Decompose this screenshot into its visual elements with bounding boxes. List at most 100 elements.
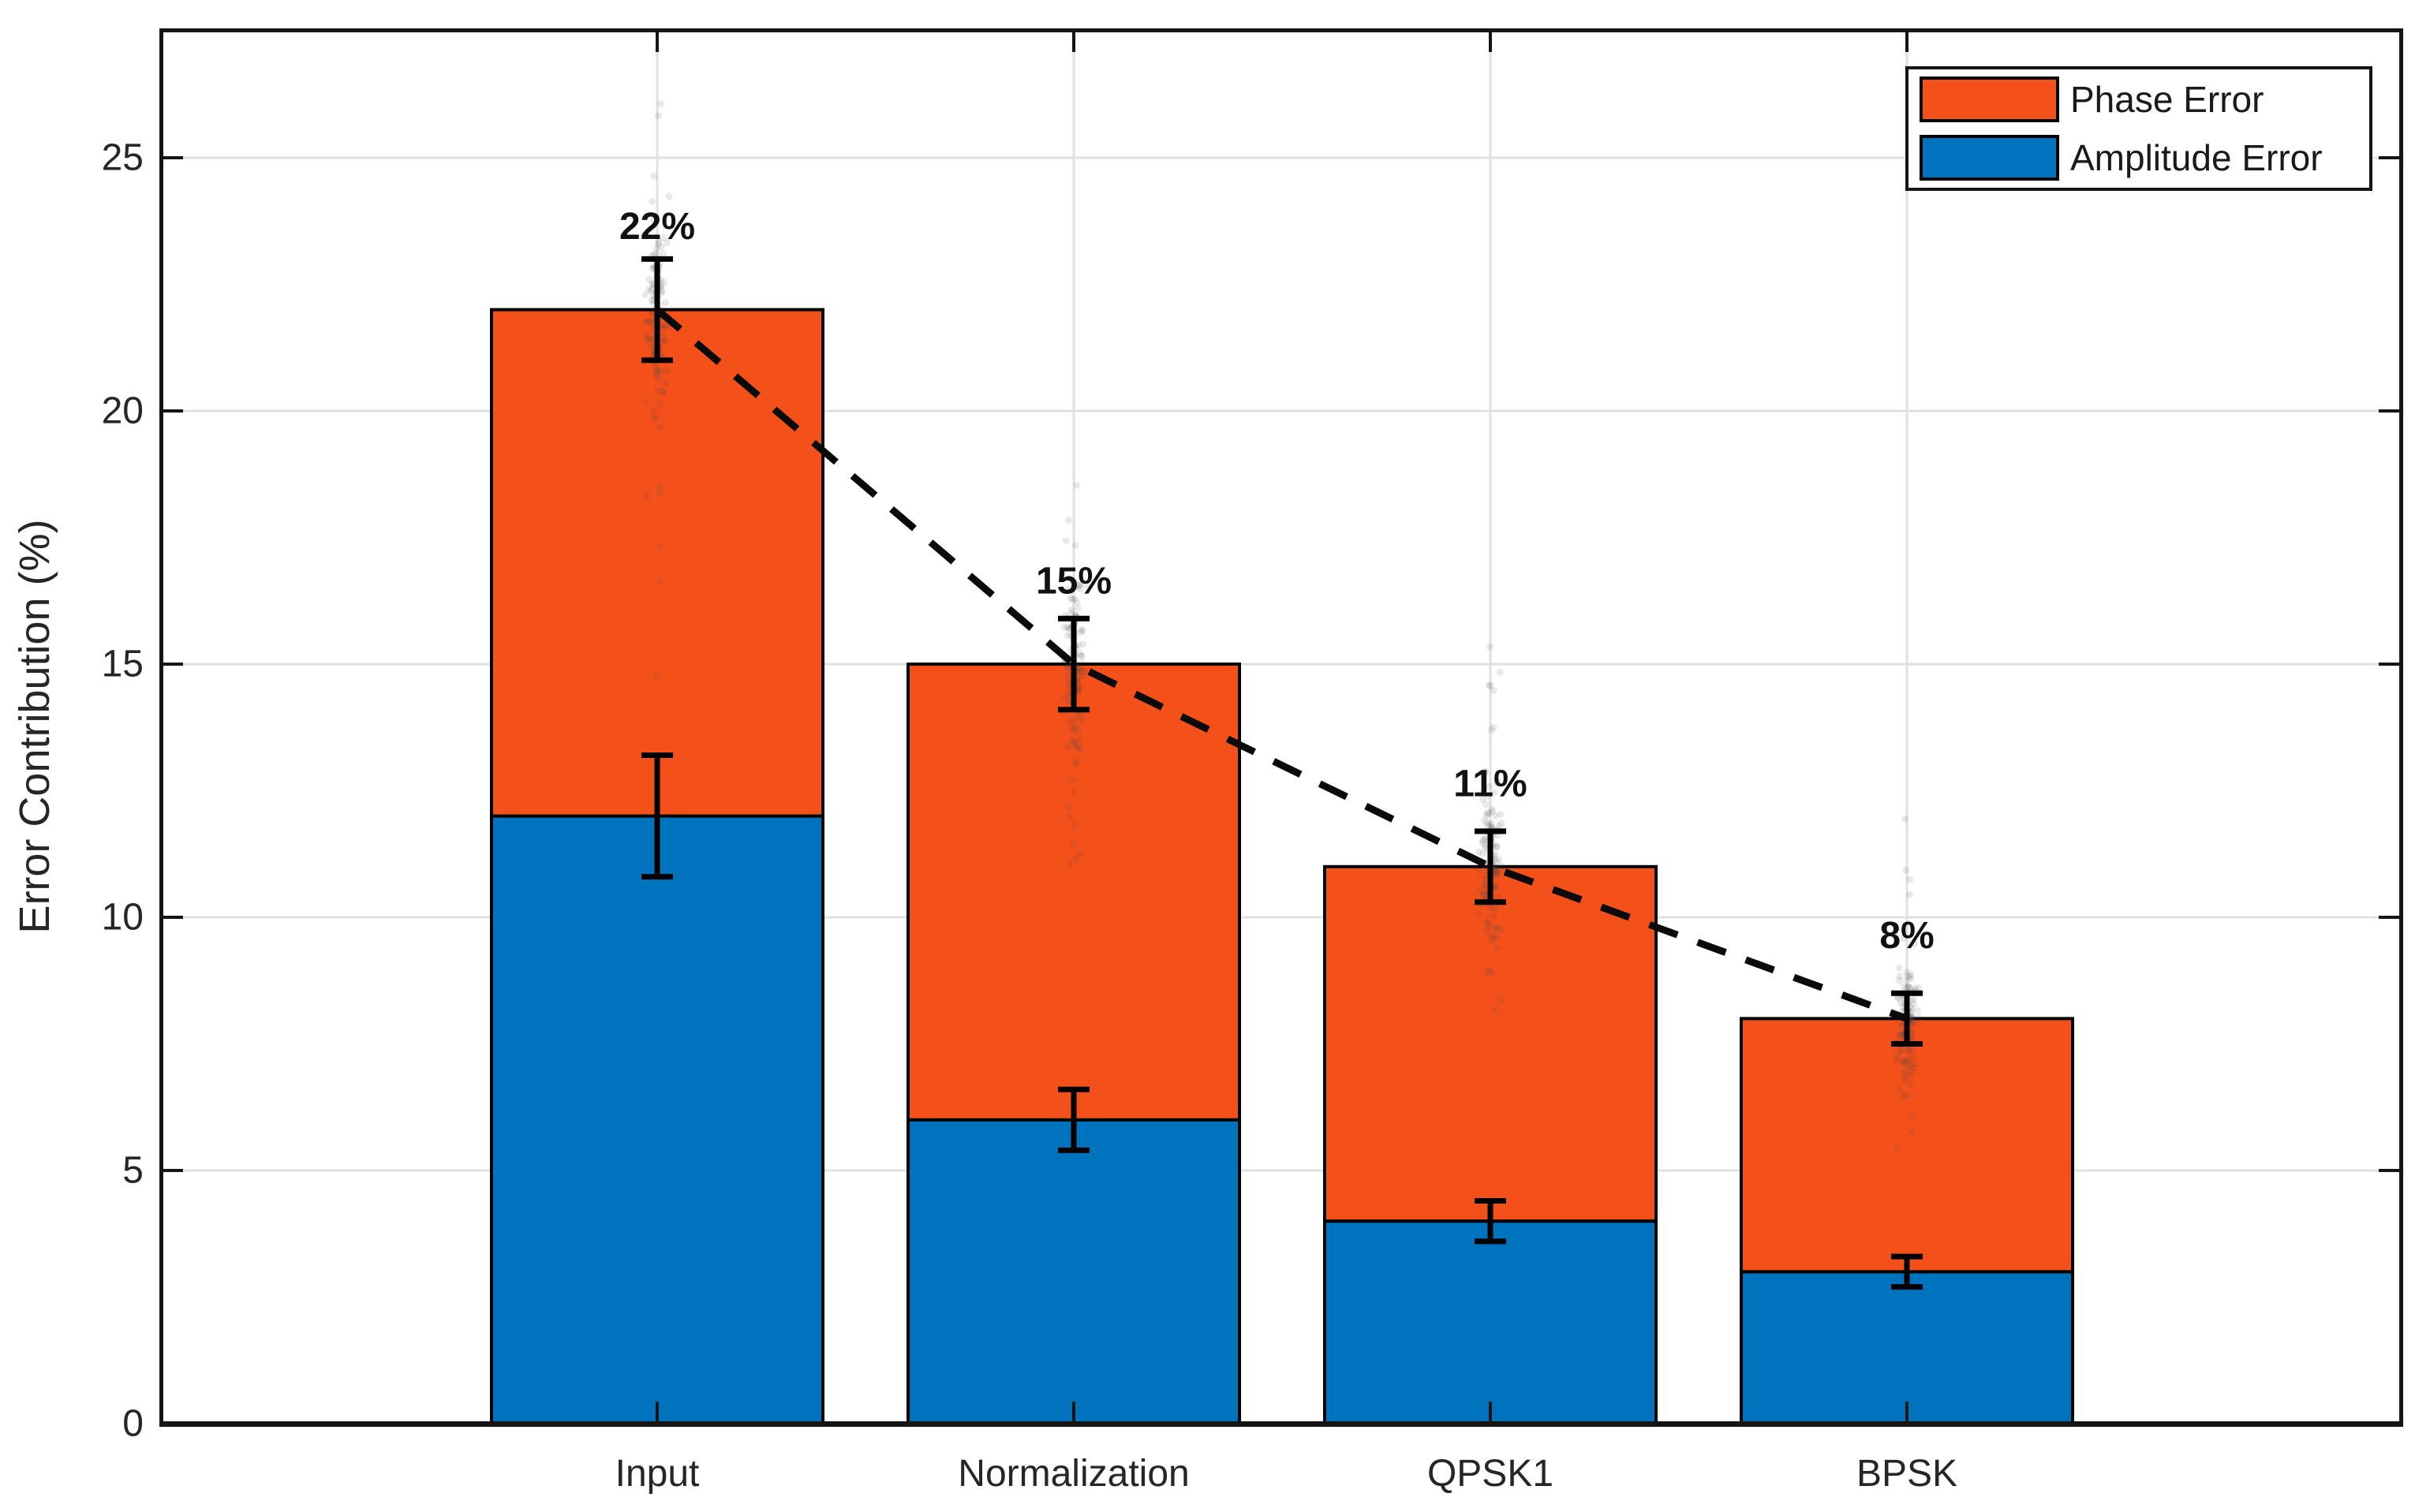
scatter-point: [1908, 1013, 1916, 1021]
scatter-point: [641, 291, 649, 299]
scatter-point: [1905, 983, 1912, 991]
scatter-point: [642, 398, 650, 406]
scatter-point: [657, 243, 665, 251]
scatter-point: [1891, 931, 1899, 939]
scatter-point: [1064, 632, 1071, 640]
scatter-point: [1898, 1031, 1906, 1039]
scatter-point: [1064, 664, 1071, 672]
scatter-point: [1497, 819, 1505, 827]
scatter-point: [653, 366, 661, 374]
scatter-point: [1481, 817, 1489, 825]
scatter-point: [1486, 822, 1494, 830]
y-tick-label: 25: [102, 137, 144, 179]
scatter-point: [655, 238, 663, 246]
scatter-point: [1497, 862, 1505, 870]
scatter-point: [1065, 718, 1073, 726]
scatter-point: [1495, 856, 1503, 864]
scatter-point: [1479, 891, 1487, 899]
scatter-point: [1910, 995, 1918, 1003]
scatter-point: [1064, 698, 1071, 706]
scatter-point: [1894, 995, 1902, 1002]
scatter-point: [1493, 923, 1501, 931]
scatter-point: [1491, 905, 1499, 913]
bar-total-labels: 22% 15% 11% 8%: [619, 206, 1935, 957]
scatter-point: [648, 308, 656, 316]
scatter-point: [1475, 867, 1482, 875]
scatter-point: [659, 388, 667, 396]
scatter-point: [1894, 1052, 1901, 1060]
scatter-point: [1497, 810, 1505, 818]
scatter-point: [1905, 983, 1912, 991]
scatter-point: [656, 542, 664, 550]
y-tick-label: 15: [102, 644, 144, 685]
trend-dashed-line: [655, 307, 1908, 1022]
scatter-point: [1498, 995, 1506, 1003]
scatter-point: [1483, 920, 1491, 928]
scatter-point: [1915, 984, 1923, 991]
scatter-point: [1073, 481, 1081, 489]
scatter-point: [1081, 667, 1089, 675]
scatter-point: [1490, 789, 1498, 797]
scatter-point: [1064, 624, 1071, 632]
scatter-point: [661, 299, 669, 307]
scatter-point: [1078, 668, 1086, 676]
scatter-point: [1082, 581, 1090, 588]
scatter-point: [1908, 1014, 1916, 1022]
scatter-point: [1899, 1058, 1907, 1066]
scatter-point: [653, 386, 661, 394]
scatter-point: [1902, 1071, 1910, 1079]
scatter-point: [1494, 868, 1501, 876]
scatter-point: [1060, 693, 1068, 701]
scatter-point: [1892, 1056, 1900, 1064]
scatter-point: [1078, 652, 1086, 660]
scatter-point: [1075, 684, 1083, 692]
scatter-point: [1075, 581, 1082, 589]
x-category-label-bpsk: BPSK: [1856, 1453, 1957, 1495]
scatter-point: [1910, 1000, 1918, 1008]
scatter-point: [649, 264, 656, 272]
scatter-point: [1479, 850, 1486, 858]
scatter-point: [1492, 866, 1500, 874]
scatter-point: [1492, 925, 1500, 933]
scatter-point: [1495, 893, 1503, 901]
vertical-gridlines: [656, 30, 1908, 1424]
scatter-point: [1899, 1092, 1907, 1100]
scatter-point: [1075, 664, 1083, 672]
scatter-point: [645, 317, 652, 325]
scatter-point: [1070, 822, 1078, 830]
scatter-point: [656, 423, 664, 431]
scatter-point: [657, 368, 665, 375]
bar-phase-input: [490, 308, 824, 818]
scatter-point: [1903, 1057, 1911, 1065]
scatter-point: [1904, 973, 1912, 980]
scatter-point: [1901, 982, 1908, 990]
error-bar-amplitude-normalization: [1058, 1086, 1090, 1153]
scatter-point: [1493, 872, 1501, 879]
scatter-point: [1075, 673, 1082, 681]
trend-line-dashed: [655, 307, 1908, 1022]
scatter-point: [1486, 922, 1494, 930]
scatter-point: [1067, 606, 1075, 614]
scatter-point: [1072, 743, 1080, 751]
scatter-point: [1903, 976, 1911, 984]
scatter-point: [1484, 792, 1492, 800]
scatter-point: [1490, 911, 1497, 919]
scatter-point: [641, 319, 649, 327]
scatter-point: [1486, 782, 1494, 790]
scatter-point: [1482, 801, 1490, 808]
scatter-point: [1487, 819, 1495, 827]
scatter-point: [1908, 1067, 1916, 1075]
scatter-point: [1906, 1061, 1914, 1069]
total-label-input: 22%: [619, 206, 695, 248]
scatter-point: [1486, 932, 1494, 940]
scatter-point: [1078, 626, 1086, 634]
scatter-point: [1905, 1056, 1912, 1064]
scatter-point: [1074, 582, 1082, 590]
scatter-point: [1905, 875, 1913, 883]
scatter-point: [1909, 1014, 1917, 1021]
scatter-point: [643, 332, 651, 340]
scatter-point: [665, 192, 673, 200]
scatter-point: [1076, 668, 1084, 676]
scatter-point: [650, 216, 658, 224]
scatter-point: [1071, 541, 1079, 549]
